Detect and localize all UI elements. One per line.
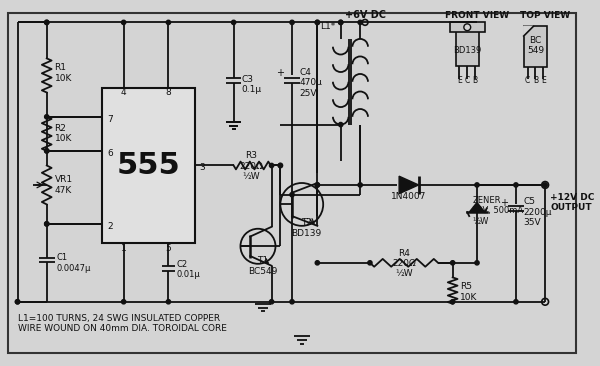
- Text: FRONT VIEW: FRONT VIEW: [445, 11, 509, 20]
- Text: B: B: [533, 76, 538, 85]
- Circle shape: [166, 300, 170, 304]
- Circle shape: [278, 163, 283, 168]
- Circle shape: [514, 183, 518, 187]
- Text: C3
0.1μ: C3 0.1μ: [241, 75, 262, 94]
- Circle shape: [338, 123, 343, 127]
- Text: L1*: L1*: [320, 22, 336, 31]
- Text: C: C: [525, 76, 530, 85]
- Bar: [455, 29, 479, 66]
- Text: T2
BD139: T2 BD139: [292, 218, 322, 238]
- Text: 3: 3: [200, 163, 205, 172]
- Text: 6: 6: [107, 149, 113, 158]
- Circle shape: [358, 183, 362, 187]
- Text: +: +: [500, 198, 508, 208]
- Text: +: +: [277, 68, 284, 78]
- Circle shape: [358, 20, 362, 25]
- Circle shape: [451, 300, 455, 304]
- Circle shape: [368, 261, 372, 265]
- Polygon shape: [399, 176, 419, 194]
- Circle shape: [514, 300, 518, 304]
- Text: C4
470μ
25V: C4 470μ 25V: [300, 68, 323, 98]
- Circle shape: [290, 20, 294, 25]
- Circle shape: [232, 20, 236, 25]
- Text: 1N4007: 1N4007: [391, 191, 427, 201]
- Text: C: C: [464, 76, 470, 85]
- Text: BC
549: BC 549: [527, 36, 544, 55]
- Circle shape: [121, 300, 126, 304]
- Text: 7: 7: [107, 115, 113, 124]
- Circle shape: [44, 222, 49, 226]
- Circle shape: [338, 20, 343, 25]
- Circle shape: [278, 163, 283, 168]
- Text: C1
0.0047μ: C1 0.0047μ: [56, 253, 91, 273]
- Text: 8: 8: [166, 88, 171, 97]
- Text: +6V DC: +6V DC: [344, 11, 386, 20]
- Polygon shape: [524, 26, 533, 36]
- Circle shape: [269, 163, 274, 168]
- Text: C2
0.01μ: C2 0.01μ: [176, 260, 200, 279]
- Circle shape: [315, 183, 319, 187]
- Text: R3
220Ω
½W: R3 220Ω ½W: [239, 151, 263, 181]
- Circle shape: [475, 261, 479, 265]
- Text: R5
10K: R5 10K: [460, 282, 478, 302]
- Circle shape: [44, 115, 49, 119]
- Circle shape: [44, 222, 49, 226]
- Bar: [524, 26, 547, 67]
- Text: 1: 1: [121, 244, 127, 253]
- Circle shape: [315, 20, 319, 25]
- Text: WIRE WOUND ON 40mm DIA. TOROIDAL CORE: WIRE WOUND ON 40mm DIA. TOROIDAL CORE: [17, 324, 226, 333]
- Circle shape: [16, 300, 20, 304]
- Text: E: E: [457, 76, 462, 85]
- Circle shape: [315, 183, 319, 187]
- Circle shape: [464, 24, 470, 31]
- Circle shape: [338, 20, 343, 25]
- Circle shape: [44, 149, 49, 153]
- Circle shape: [121, 20, 126, 25]
- Circle shape: [315, 20, 319, 25]
- Text: TOP VIEW: TOP VIEW: [520, 11, 570, 20]
- Text: 4: 4: [121, 88, 127, 97]
- Text: VR1
47K: VR1 47K: [55, 175, 73, 195]
- Text: R4
220Ω
½W: R4 220Ω ½W: [392, 249, 416, 279]
- Text: T1
BC549: T1 BC549: [248, 256, 278, 276]
- Text: 5: 5: [166, 244, 171, 253]
- Text: L1=100 TURNS, 24 SWG INSULATED COPPER: L1=100 TURNS, 24 SWG INSULATED COPPER: [17, 314, 220, 324]
- Text: B: B: [472, 76, 478, 85]
- Text: E: E: [541, 76, 545, 85]
- Circle shape: [290, 193, 294, 197]
- Circle shape: [166, 20, 170, 25]
- Circle shape: [290, 300, 294, 304]
- Circle shape: [16, 300, 20, 304]
- Text: 555: 555: [116, 151, 181, 180]
- Text: +12V DC
OUTPUT: +12V DC OUTPUT: [550, 193, 595, 212]
- Text: R2
10K: R2 10K: [55, 124, 72, 143]
- Bar: [102, 87, 194, 243]
- Circle shape: [44, 20, 49, 25]
- Text: ZENER
12V, 500mA
½W: ZENER 12V, 500mA ½W: [472, 196, 523, 226]
- Circle shape: [543, 183, 547, 187]
- Circle shape: [475, 183, 479, 187]
- Circle shape: [315, 261, 319, 265]
- Bar: [450, 22, 485, 32]
- Text: R1
10K: R1 10K: [55, 63, 72, 83]
- Text: BD139: BD139: [453, 45, 481, 55]
- Circle shape: [44, 20, 49, 25]
- Text: 2: 2: [107, 222, 113, 231]
- Circle shape: [451, 261, 455, 265]
- Circle shape: [44, 149, 49, 153]
- Text: C5
2200μ
35V: C5 2200μ 35V: [524, 197, 552, 227]
- Polygon shape: [469, 202, 485, 212]
- Circle shape: [269, 300, 274, 304]
